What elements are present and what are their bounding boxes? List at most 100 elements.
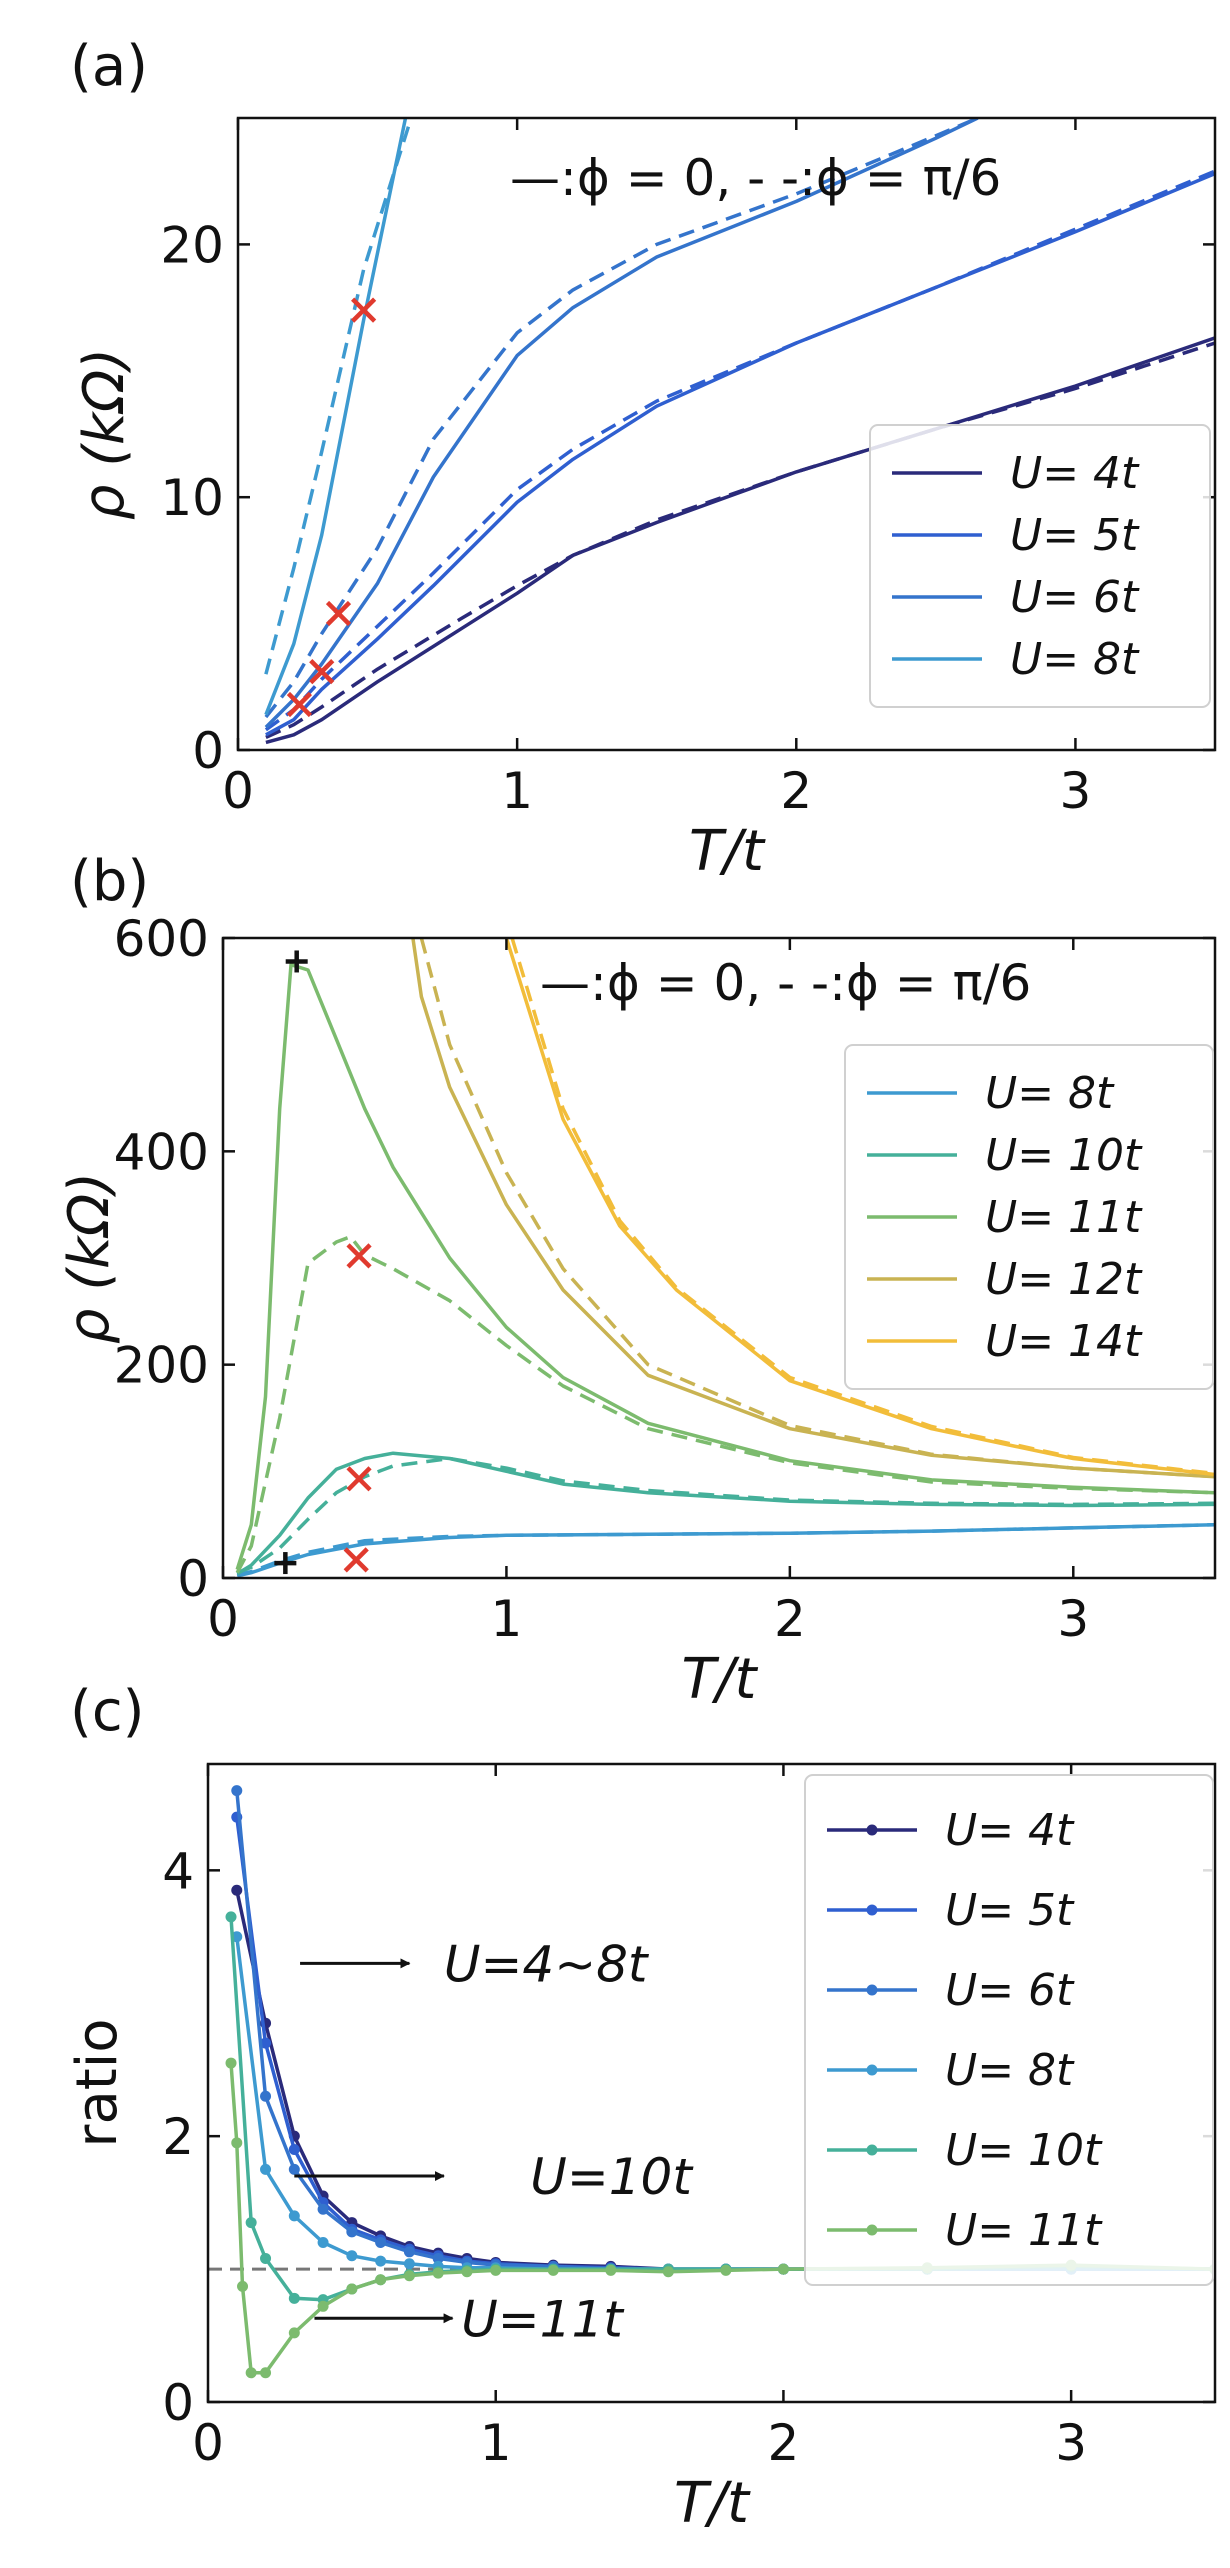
panel-label: (a) [70, 34, 148, 99]
data-point-3-3 [317, 2237, 329, 2248]
legend-entry-2: U= 6t [892, 572, 1140, 623]
series-line-3 [264, 118, 408, 716]
series-dashed-line-0 [265, 341, 1215, 739]
data-point-5-5 [288, 2327, 300, 2339]
legend-swatch-marker-3 [866, 2064, 878, 2076]
data-point-2-7 [432, 2252, 444, 2264]
data-point-3-6 [403, 2258, 415, 2270]
y-tick-label-0: 0 [162, 2374, 194, 2432]
legend-swatch-marker-2 [866, 1984, 878, 1996]
legend-label-1: U= 5t [945, 1885, 1075, 1936]
legend-entry-3: U= 8t [892, 634, 1140, 685]
data-point-5-0 [225, 2057, 237, 2069]
legend-label-0: U= 4t [1010, 448, 1140, 499]
axes-frame [221, 936, 1217, 1580]
data-point-2-4 [346, 2226, 358, 2238]
data-point-4-3 [288, 2292, 300, 2304]
legend-box [844, 1044, 1214, 1390]
data-point-5-14 [605, 2264, 617, 2276]
series-line-0 [265, 336, 1215, 745]
phi-annotation: —:ϕ = 0, - -:ϕ = π/6 [540, 954, 1031, 1012]
legend-entry-1: U= 5t [892, 510, 1140, 561]
y-axis-label: ratio [65, 2018, 130, 2147]
x-tick-label-2: 2 [780, 762, 812, 820]
legend-entry-3: U= 12t [867, 1254, 1143, 1305]
y-tick-label-1: 200 [114, 1337, 209, 1395]
data-point-5-17 [777, 2263, 789, 2275]
plot-area [235, 938, 1215, 1578]
annotation-label-0: U=4~8t [444, 1935, 650, 1993]
y-tick-label-3: 600 [114, 910, 209, 968]
y-tick-label-0: 0 [177, 1550, 209, 1608]
legend-entry-1: U= 10t [867, 1130, 1143, 1181]
cross-marker-3 [351, 297, 377, 323]
plus-marker-4 [285, 950, 308, 973]
legend-entry-5: U= 11t [827, 2205, 1103, 2256]
data-point-2-5 [375, 2237, 387, 2248]
cross-marker-0 [343, 1547, 369, 1573]
series-line-0 [236, 1522, 1215, 1578]
data-point-5-8 [375, 2274, 387, 2286]
y-tick-label-1: 10 [160, 469, 224, 527]
series-dashed-line-3 [419, 938, 1215, 1479]
data-point-3-2 [288, 2210, 300, 2222]
x-tick-label-1: 1 [480, 2414, 512, 2472]
data-point-3-1 [260, 2163, 272, 2175]
cross-marker-2 [325, 600, 352, 627]
x-axis-label: T/t [689, 819, 766, 884]
data-point-5-6 [317, 2300, 329, 2312]
data-point-2-6 [403, 2246, 415, 2258]
axes-frame [236, 116, 1217, 752]
series-dashed-line-3 [264, 118, 413, 675]
series-line-2 [264, 118, 979, 729]
x-axis-label: T/t [674, 2471, 751, 2536]
data-point-4-1 [245, 2217, 257, 2229]
legend-entry-2: U= 6t [827, 1965, 1075, 2016]
annotation-label-1: U=10t [530, 2148, 694, 2206]
data-point-5-1 [231, 2137, 243, 2149]
data-point-3-4 [346, 2250, 358, 2262]
cross-marker-1 [309, 659, 335, 685]
legend-box [804, 1774, 1214, 2286]
legend-entry-2: U= 11t [867, 1192, 1143, 1243]
legend-swatch-marker-5 [866, 2224, 878, 2236]
y-axis-label: ρ (kΩ) [57, 1172, 122, 1344]
legend: U= 4t U= 5t U= 6t U= 8t U= 10t U= 11t [804, 1774, 1214, 2286]
y-tick-label-2: 4 [162, 1842, 194, 1900]
data-point-4-2 [260, 2252, 272, 2264]
legend-label-5: U= 11t [945, 2205, 1103, 2256]
legend-box [869, 424, 1211, 708]
phi-annotation: —:ϕ = 0, - -:ϕ = π/6 [510, 149, 1001, 207]
legend-label-3: U= 8t [1010, 634, 1140, 685]
legend-entry-3: U= 8t [827, 2045, 1075, 2096]
series-dashed-line-4 [510, 938, 1215, 1476]
panel-a: 0 1 2 3 0 10 20 T/t ρ (kΩ) (a) —:ϕ = 0, - -:ϕ = π/… [70, 34, 1217, 884]
series-dashed-line-1 [264, 169, 1215, 732]
panel-label: (b) [70, 849, 149, 914]
legend-label-2: U= 6t [945, 1965, 1075, 2016]
x-tick-label-3: 3 [1060, 762, 1092, 820]
panel-label: (c) [70, 1679, 144, 1744]
legend-label-2: U= 11t [985, 1192, 1143, 1243]
data-point-5-4 [260, 2367, 272, 2379]
x-tick-label-3: 3 [1057, 1590, 1089, 1648]
x-tick-label-0: 0 [192, 2414, 224, 2472]
legend-swatch-marker-0 [866, 1824, 878, 1836]
legend-entry-0: U= 4t [892, 448, 1140, 499]
axes-frame [206, 1762, 1217, 2404]
legend-label-3: U= 8t [945, 2045, 1075, 2096]
data-point-1-2 [288, 2143, 300, 2155]
series-line-2 [235, 962, 1215, 1571]
legend-label-0: U= 8t [985, 1068, 1115, 1119]
y-tick-label-0: 0 [192, 722, 224, 780]
data-point-5-10 [432, 2267, 444, 2279]
data-point-5-12 [490, 2264, 502, 2276]
legend-swatch-marker-4 [866, 2144, 878, 2156]
legend-label-3: U= 12t [985, 1254, 1143, 1305]
data-point-5-15 [662, 2266, 674, 2278]
data-point-2-2 [288, 2163, 300, 2175]
x-tick-label-3: 3 [1055, 2414, 1087, 2472]
data-point-5-16 [720, 2264, 732, 2276]
x-tick-label-1: 1 [501, 762, 533, 820]
